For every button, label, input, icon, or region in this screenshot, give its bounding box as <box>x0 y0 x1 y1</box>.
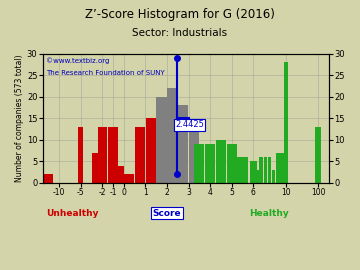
Bar <box>276 153 279 183</box>
Bar <box>284 62 288 183</box>
Bar <box>108 127 118 183</box>
Text: Z’-Score Histogram for G (2016): Z’-Score Histogram for G (2016) <box>85 8 275 21</box>
Bar <box>98 127 107 183</box>
Bar <box>189 123 199 183</box>
Bar <box>146 118 156 183</box>
Bar <box>260 157 263 183</box>
Text: Unhealthy: Unhealthy <box>46 209 98 218</box>
Bar <box>250 161 257 183</box>
Bar <box>78 127 84 183</box>
Bar <box>205 144 215 183</box>
Bar <box>237 157 248 183</box>
Bar <box>216 140 226 183</box>
Bar <box>43 174 54 183</box>
Bar <box>22 157 32 183</box>
Text: The Research Foundation of SUNY: The Research Foundation of SUNY <box>46 70 165 76</box>
Bar <box>256 170 259 183</box>
Bar <box>194 144 204 183</box>
Bar <box>264 157 267 183</box>
Bar <box>124 174 134 183</box>
Bar <box>178 105 188 183</box>
Bar <box>271 170 275 183</box>
Text: Score: Score <box>153 209 181 218</box>
Bar <box>280 153 284 183</box>
Bar <box>92 153 99 183</box>
Text: ©www.textbiz.org: ©www.textbiz.org <box>46 58 109 64</box>
Bar <box>315 127 321 183</box>
Text: Healthy: Healthy <box>249 209 289 218</box>
Bar <box>226 144 237 183</box>
Bar <box>113 166 123 183</box>
Text: 2.4425: 2.4425 <box>175 120 204 129</box>
Y-axis label: Number of companies (573 total): Number of companies (573 total) <box>15 54 24 182</box>
Bar <box>267 157 271 183</box>
Bar <box>135 127 145 183</box>
Bar <box>32 170 43 183</box>
Bar <box>157 97 167 183</box>
Bar <box>167 88 177 183</box>
Text: Sector: Industrials: Sector: Industrials <box>132 28 228 38</box>
